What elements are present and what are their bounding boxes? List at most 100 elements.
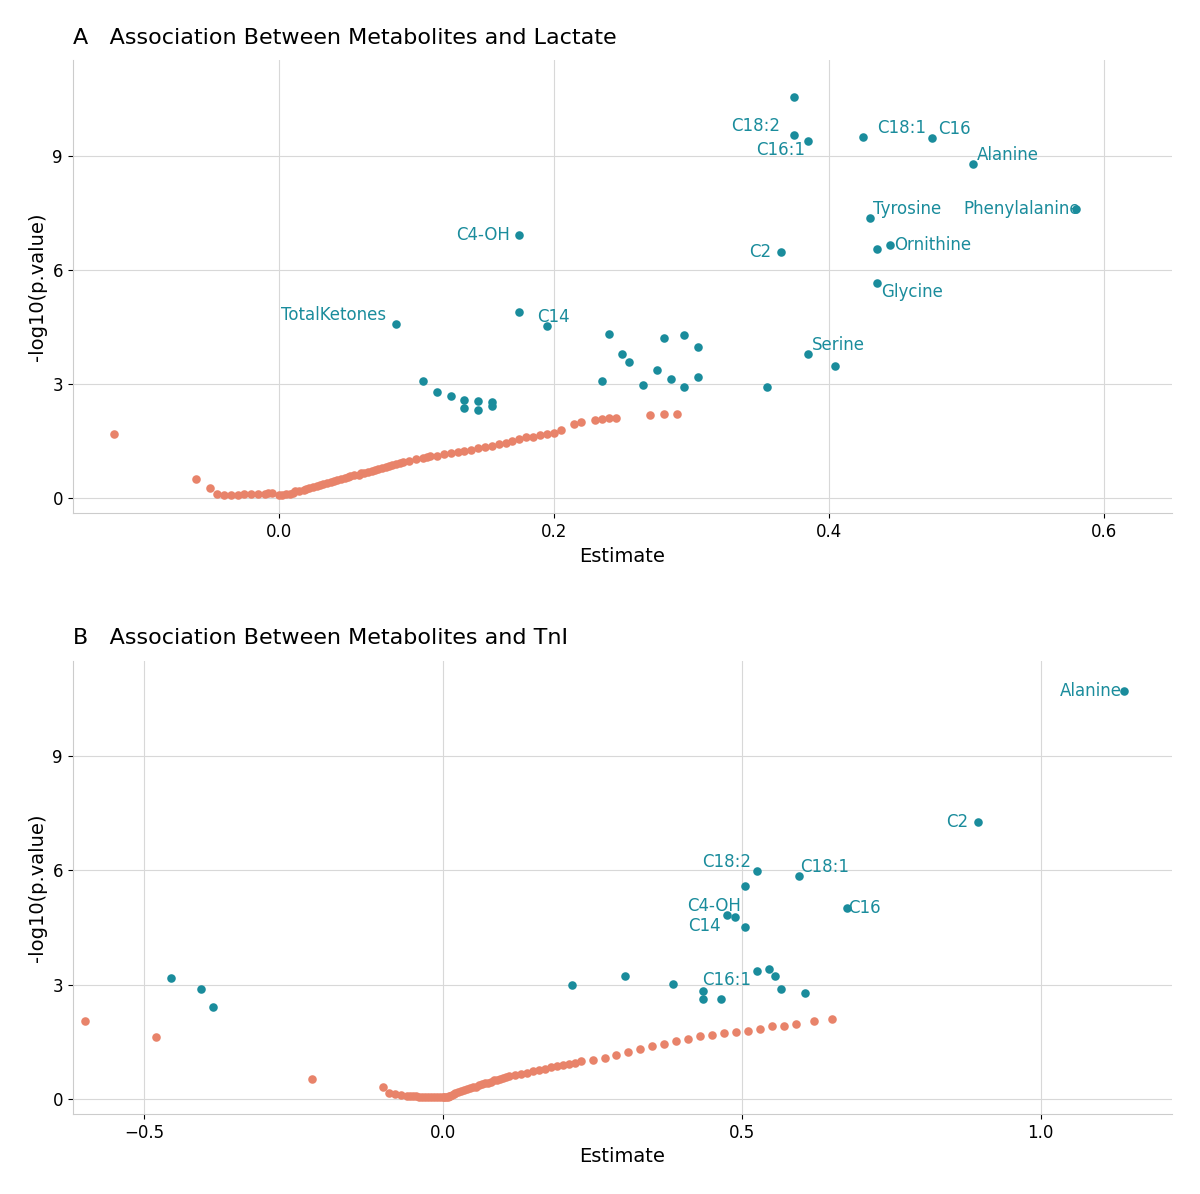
Point [407, 450, 426, 469]
Point [804, 1011, 823, 1030]
Text: C4-OH: C4-OH [456, 226, 510, 244]
Point [694, 990, 713, 1009]
Point [667, 1032, 686, 1051]
Y-axis label: -log10(p.value): -log10(p.value) [28, 813, 47, 961]
Point [505, 1065, 524, 1084]
Point [599, 325, 618, 344]
Point [689, 337, 708, 356]
Point [391, 1085, 410, 1104]
Point [762, 1017, 781, 1036]
Point [379, 1083, 398, 1102]
Point [511, 1064, 530, 1083]
Point [338, 468, 358, 487]
Point [324, 472, 343, 491]
Point [496, 433, 515, 453]
Point [322, 473, 341, 492]
Point [461, 1078, 480, 1097]
Text: C16: C16 [848, 899, 881, 917]
Point [204, 997, 223, 1016]
Text: Ornithine: Ornithine [894, 236, 972, 254]
Point [386, 314, 406, 333]
Point [482, 436, 502, 455]
Point [619, 1042, 638, 1061]
Point [1115, 681, 1134, 700]
Point [208, 484, 227, 503]
Point [822, 1009, 841, 1028]
Point [400, 451, 419, 470]
Point [256, 484, 275, 503]
Point [968, 812, 988, 831]
Point [482, 396, 502, 416]
Point [427, 383, 446, 402]
Point [457, 1079, 476, 1098]
Point [674, 377, 694, 396]
Point [300, 478, 319, 497]
Point [302, 1070, 322, 1089]
Point [541, 1058, 560, 1077]
Point [481, 1072, 500, 1091]
Point [382, 455, 401, 474]
Point [796, 984, 815, 1003]
Point [419, 1088, 438, 1107]
Point [641, 406, 660, 425]
Point [281, 484, 300, 503]
Point [442, 387, 461, 406]
Text: C16:1: C16:1 [756, 141, 805, 159]
Point [463, 1078, 482, 1097]
Point [401, 1087, 420, 1106]
Point [468, 400, 487, 419]
Point [593, 410, 612, 429]
Point [678, 1029, 697, 1048]
Point [712, 990, 731, 1009]
Point [354, 463, 373, 482]
Point [517, 427, 536, 447]
Point [434, 1088, 454, 1107]
Point [757, 377, 776, 396]
Point [455, 390, 474, 410]
Point [661, 370, 680, 389]
Text: B   Association Between Metabolites and TnI: B Association Between Metabolites and Tn… [73, 628, 568, 648]
Point [403, 1087, 422, 1106]
Point [449, 1082, 468, 1101]
Point [445, 1083, 464, 1102]
Point [607, 1046, 626, 1065]
Point [785, 87, 804, 106]
Point [420, 447, 439, 466]
Point [571, 413, 590, 432]
Point [296, 479, 316, 498]
Point [736, 917, 755, 936]
Point [221, 486, 240, 505]
Text: Alanine: Alanine [977, 146, 1039, 164]
Text: C2: C2 [946, 813, 968, 831]
Point [643, 1036, 662, 1055]
Point [535, 1059, 554, 1078]
Point [335, 469, 354, 488]
Point [565, 1053, 584, 1072]
Point [785, 125, 804, 144]
Point [853, 128, 872, 147]
Point [407, 1087, 426, 1106]
Point [344, 466, 364, 485]
Point [359, 462, 378, 481]
Point [317, 474, 336, 493]
Point [544, 423, 563, 442]
Point [772, 979, 791, 998]
Point [860, 209, 880, 228]
Point [571, 1052, 590, 1071]
Point [736, 876, 755, 896]
Point [523, 1061, 542, 1081]
Point [619, 352, 638, 371]
Text: C16: C16 [938, 121, 971, 139]
Point [538, 425, 557, 444]
Point [599, 408, 618, 427]
Point [258, 484, 277, 503]
Point [714, 1023, 733, 1042]
Point [668, 405, 688, 424]
Point [487, 1070, 506, 1089]
Text: C18:1: C18:1 [877, 119, 925, 137]
Point [595, 1048, 614, 1067]
Point [368, 458, 388, 478]
Point [674, 326, 694, 345]
Point [485, 1071, 504, 1090]
Point [366, 460, 385, 479]
